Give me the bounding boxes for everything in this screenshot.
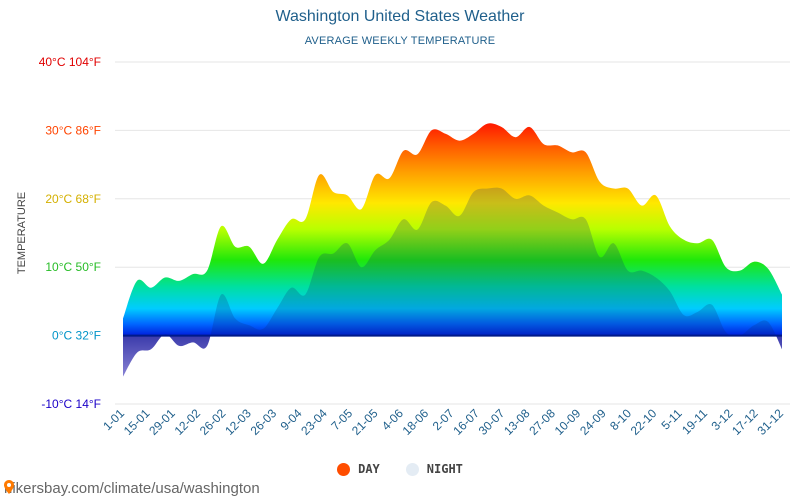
y-tick-label: 10°C 50°F: [45, 260, 101, 274]
x-tick-label: 26-03: [248, 406, 280, 438]
night-series-area: [163, 187, 776, 335]
legend: DAY NIGHT: [0, 462, 800, 476]
y-tick-label: -10°C 14°F: [41, 397, 101, 411]
x-tick-label: 26-02: [197, 406, 229, 438]
x-tick-label: 23-04: [298, 406, 330, 438]
x-tick-label: 31-12: [755, 406, 787, 438]
y-axis-title: TEMPERATURE: [16, 192, 28, 274]
y-tick-label: 40°C 104°F: [39, 55, 101, 69]
legend-night-label: NIGHT: [426, 462, 463, 476]
legend-item-night[interactable]: NIGHT: [405, 462, 463, 476]
x-tick-label: 22-10: [628, 406, 660, 438]
x-tick-label: 19-11: [679, 406, 710, 437]
x-tick-label: 27-08: [526, 406, 558, 438]
y-tick-label: 30°C 86°F: [45, 123, 101, 137]
legend-day-swatch: [337, 462, 351, 476]
x-tick-label: 10-09: [552, 406, 584, 438]
x-tick-label: 29-01: [146, 406, 178, 438]
x-tick-label: 13-08: [501, 406, 533, 438]
x-tick-label: 16-07: [450, 406, 482, 438]
y-tick-label: 20°C 68°F: [45, 192, 101, 206]
legend-night-swatch: [405, 462, 419, 476]
x-tick-label: 12-03: [222, 406, 254, 438]
legend-day-label: DAY: [358, 462, 380, 476]
source-link[interactable]: hikersbay.com/climate/usa/washington: [4, 480, 260, 497]
source-url: hikersbay.com/climate/usa/washington: [4, 480, 260, 497]
y-tick-label: 0°C 32°F: [52, 329, 101, 343]
x-tick-label: 24-09: [577, 406, 609, 438]
x-tick-label: 15-01: [121, 406, 153, 438]
location-pin-icon: [4, 480, 14, 494]
x-tick-label: 12-02: [172, 406, 204, 438]
chart-title: Washington United States Weather: [275, 8, 525, 25]
temperature-chart: 40°C 104°F 30°C 86°F 20°C 68°F 10°C 50°F 0°C…: [16, 55, 790, 438]
x-tick-label: 21-05: [349, 406, 381, 438]
night-series-area-negative: [123, 335, 782, 377]
legend-item-day[interactable]: DAY: [337, 462, 380, 476]
day-series-area: [123, 123, 782, 336]
x-tick-label: 30-07: [476, 406, 508, 438]
x-tick-label: 18-06: [400, 406, 432, 438]
x-tick-label: 17-12: [729, 406, 761, 438]
chart-subtitle: AVERAGE WEEKLY TEMPERATURE: [304, 35, 496, 47]
